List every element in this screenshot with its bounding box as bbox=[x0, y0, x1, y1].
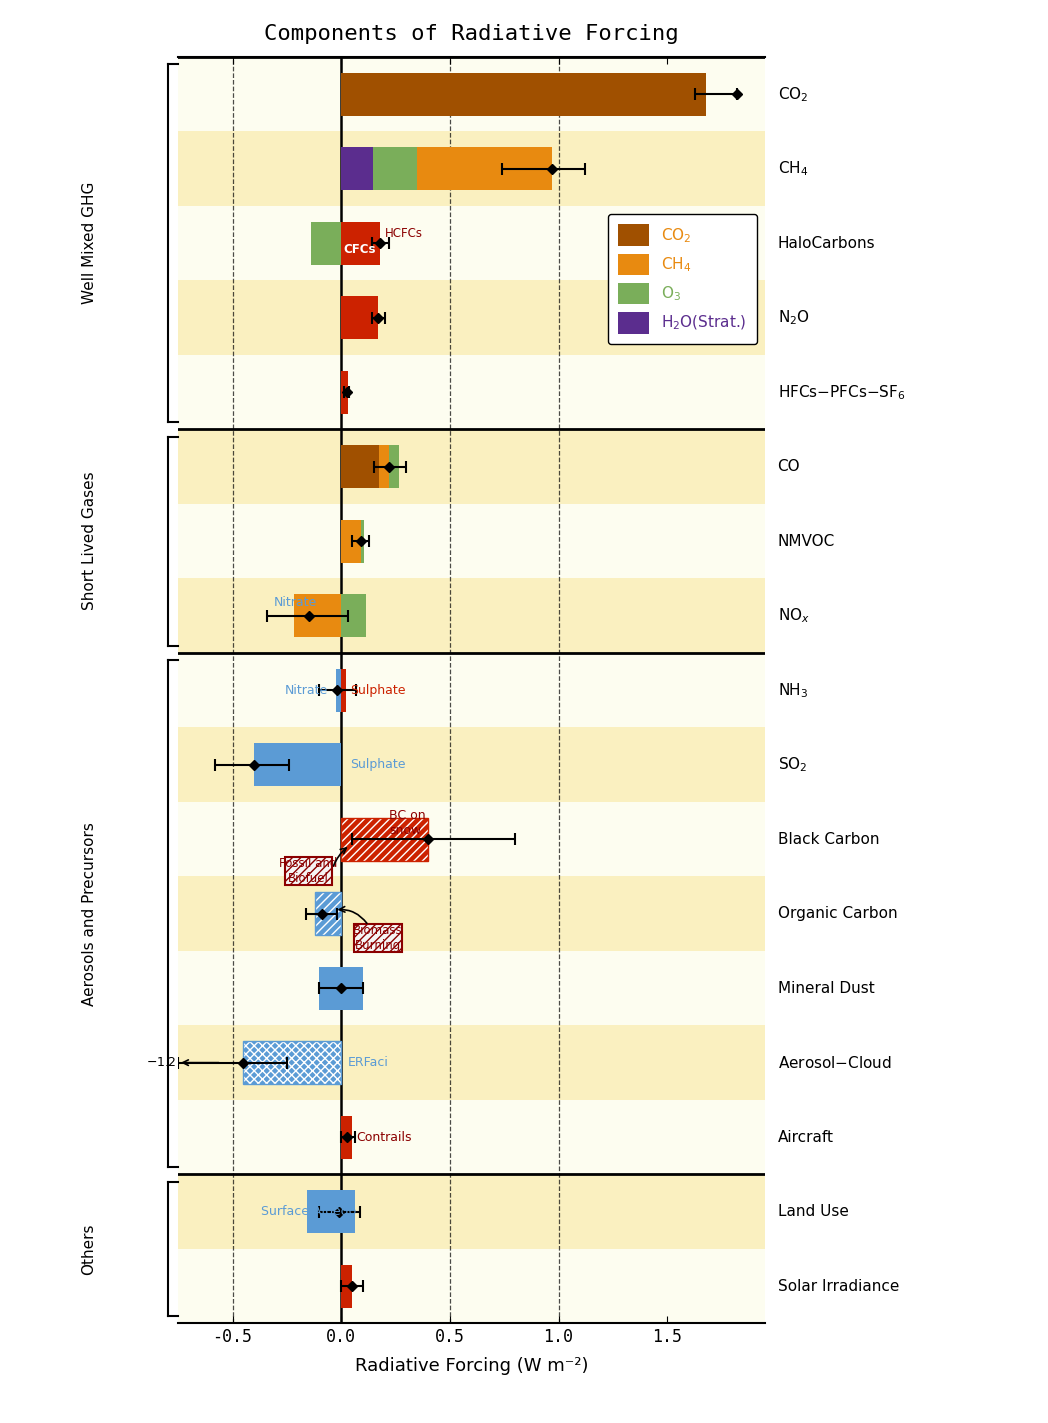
Text: Biomass
Burning: Biomass Burning bbox=[353, 924, 402, 952]
Text: SO$_2$: SO$_2$ bbox=[778, 756, 807, 774]
Text: BC on
snow: BC on snow bbox=[389, 808, 425, 837]
Bar bbox=[255, 743, 342, 787]
Bar bbox=[178, 1249, 765, 1323]
Text: NO$_x$: NO$_x$ bbox=[778, 606, 809, 625]
Bar bbox=[342, 1116, 352, 1158]
Bar bbox=[178, 578, 765, 653]
Bar bbox=[342, 1265, 352, 1308]
Bar bbox=[354, 924, 402, 952]
Text: Contrails: Contrails bbox=[356, 1131, 412, 1144]
Bar bbox=[342, 370, 348, 414]
Bar bbox=[178, 206, 765, 280]
Text: Well Mixed GHG: Well Mixed GHG bbox=[82, 182, 96, 305]
Bar bbox=[243, 1042, 342, 1084]
Bar bbox=[373, 147, 417, 191]
Bar bbox=[417, 147, 552, 191]
Text: CH$_4$: CH$_4$ bbox=[778, 159, 808, 178]
Text: Surface Albedo: Surface Albedo bbox=[261, 1205, 356, 1218]
Bar bbox=[315, 892, 342, 935]
Bar bbox=[361, 519, 364, 562]
Bar bbox=[178, 727, 765, 803]
Text: Organic Carbon: Organic Carbon bbox=[778, 906, 897, 921]
Bar bbox=[178, 1100, 765, 1174]
Text: Aerosol$-$Cloud: Aerosol$-$Cloud bbox=[778, 1054, 892, 1070]
Bar bbox=[342, 222, 380, 265]
Bar bbox=[320, 966, 363, 1010]
Text: Sulphate: Sulphate bbox=[350, 683, 406, 697]
Bar bbox=[315, 892, 342, 935]
Bar bbox=[342, 669, 347, 712]
Text: CO$_2$: CO$_2$ bbox=[778, 85, 808, 104]
Bar bbox=[178, 877, 765, 951]
Bar bbox=[178, 653, 765, 727]
Bar bbox=[294, 593, 342, 638]
Bar bbox=[379, 445, 389, 488]
Text: HCFCs: HCFCs bbox=[385, 228, 422, 240]
Bar bbox=[285, 857, 332, 885]
Text: Short Lived Gases: Short Lived Gases bbox=[82, 472, 96, 610]
Text: Land Use: Land Use bbox=[778, 1204, 849, 1220]
Text: NMVOC: NMVOC bbox=[778, 534, 835, 549]
Text: Mineral Dust: Mineral Dust bbox=[778, 980, 874, 996]
Bar bbox=[178, 803, 765, 877]
Text: Aircraft: Aircraft bbox=[778, 1130, 833, 1144]
Bar bbox=[342, 818, 429, 861]
Bar bbox=[178, 354, 765, 430]
Bar bbox=[342, 147, 373, 191]
Bar bbox=[389, 445, 399, 488]
Title: Components of Radiative Forcing: Components of Radiative Forcing bbox=[264, 24, 679, 44]
Bar bbox=[178, 1026, 765, 1100]
Bar bbox=[342, 818, 429, 861]
Text: HaloCarbons: HaloCarbons bbox=[778, 236, 875, 250]
Bar bbox=[178, 57, 765, 131]
Text: Aerosols and Precursors: Aerosols and Precursors bbox=[82, 821, 96, 1006]
Bar bbox=[178, 951, 765, 1026]
Bar bbox=[342, 296, 378, 339]
Bar bbox=[336, 669, 342, 712]
Bar bbox=[178, 430, 765, 504]
Text: Solar Irradiance: Solar Irradiance bbox=[778, 1279, 899, 1294]
Text: Black Carbon: Black Carbon bbox=[778, 831, 879, 847]
Bar bbox=[342, 593, 366, 638]
Text: Others: Others bbox=[82, 1224, 96, 1275]
X-axis label: Radiative Forcing (W m⁻²): Radiative Forcing (W m⁻²) bbox=[355, 1358, 588, 1376]
Bar bbox=[178, 131, 765, 206]
Legend: CO$_2$, CH$_4$, O$_3$, H$_2$O(Strat.): CO$_2$, CH$_4$, O$_3$, H$_2$O(Strat.) bbox=[608, 213, 758, 344]
Text: HFCs$-$PFCs$-$SF$_6$: HFCs$-$PFCs$-$SF$_6$ bbox=[778, 383, 905, 401]
Bar bbox=[342, 445, 379, 488]
Text: N$_2$O: N$_2$O bbox=[778, 309, 809, 327]
Text: ERFaci: ERFaci bbox=[348, 1056, 389, 1069]
Text: Nitrate: Nitrate bbox=[274, 596, 318, 609]
Text: NH$_3$: NH$_3$ bbox=[778, 680, 808, 700]
Bar bbox=[178, 280, 765, 354]
Bar bbox=[178, 1174, 765, 1249]
Text: Nitrate: Nitrate bbox=[285, 683, 328, 697]
Bar bbox=[311, 222, 342, 265]
Text: $-$1.2: $-$1.2 bbox=[146, 1056, 176, 1069]
Text: Fossil and
Biofuel: Fossil and Biofuel bbox=[280, 857, 337, 885]
Bar bbox=[307, 1190, 355, 1234]
Bar bbox=[342, 519, 361, 562]
Text: Sulphate: Sulphate bbox=[350, 758, 406, 771]
Bar bbox=[178, 504, 765, 578]
Text: CFCs: CFCs bbox=[344, 243, 376, 256]
Bar bbox=[243, 1042, 342, 1084]
Bar bbox=[342, 73, 706, 115]
Text: CO: CO bbox=[778, 460, 801, 474]
